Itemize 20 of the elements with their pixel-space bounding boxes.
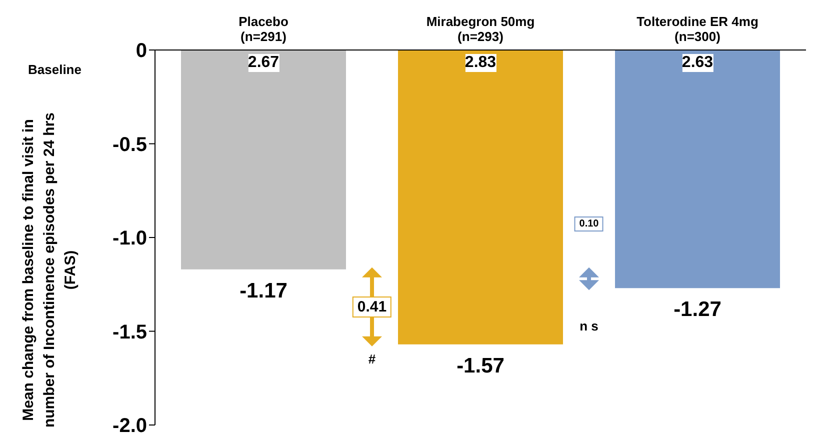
annotation: 0.41 (352, 296, 392, 318)
annotation: 0.10 (574, 216, 604, 232)
data-label: -1.17 (240, 279, 288, 302)
y-axis-title: Mean change from baseline to final visit in number of Incontinence episodes per 24 hrs (FAS) (19, 111, 80, 430)
annotation: 2.67 (248, 54, 280, 72)
text: Baseline (28, 62, 82, 77)
annotation: n s (580, 318, 598, 334)
annotation: 2.63 (682, 54, 714, 72)
y-tick-label: -0.5 (112, 134, 147, 156)
data-label: -1.27 (674, 298, 722, 322)
y-tick-label: 0 (136, 40, 147, 62)
y-tick-label: -2.0 (112, 415, 147, 438)
annotation: # (368, 352, 376, 367)
y-tick-label: -1.5 (112, 321, 147, 344)
x-tick-label: Tolterodine ER 4mg (n=300) (636, 14, 758, 44)
x-tick-label: Mirabegron 50mg (n=293) (426, 14, 535, 44)
data-label: -1.57 (456, 354, 504, 378)
annotation: 2.83 (464, 54, 496, 72)
y-tick-label: -1.0 (112, 228, 147, 250)
x-tick-label: Placebo (n=291) (238, 14, 288, 44)
